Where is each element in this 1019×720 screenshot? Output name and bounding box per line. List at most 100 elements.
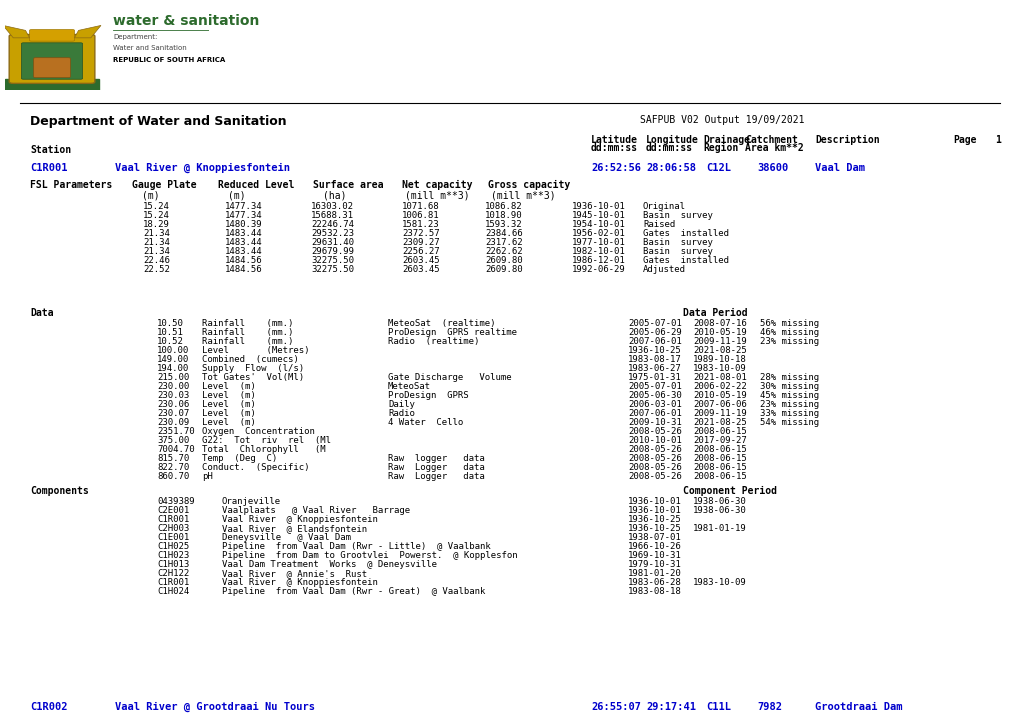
Text: G22:  Tot  riv  rel  (Ml: G22: Tot riv rel (Ml — [202, 436, 331, 445]
Text: Region: Region — [702, 143, 738, 153]
Text: 1983-10-09: 1983-10-09 — [692, 364, 746, 373]
Text: (m): (m) — [228, 191, 246, 201]
Text: Radio  (realtime): Radio (realtime) — [387, 337, 479, 346]
Text: Station: Station — [30, 145, 71, 155]
Text: 1989-10-18: 1989-10-18 — [692, 355, 746, 364]
Text: (ha): (ha) — [323, 191, 346, 201]
Text: 1983-06-27: 1983-06-27 — [628, 364, 681, 373]
Text: 1986-12-01: 1986-12-01 — [572, 256, 625, 265]
Text: 2309.27: 2309.27 — [401, 238, 439, 247]
Text: 2005-06-30: 2005-06-30 — [628, 391, 681, 400]
Text: 22.52: 22.52 — [143, 265, 170, 274]
Text: 2008-06-15: 2008-06-15 — [692, 454, 746, 463]
Text: Grootdraai Dam: Grootdraai Dam — [814, 702, 902, 712]
Text: 1983-10-09: 1983-10-09 — [692, 578, 746, 587]
Text: Vaal River  @ Annie's  Rust: Vaal River @ Annie's Rust — [222, 569, 367, 578]
Text: Level  (m): Level (m) — [202, 400, 256, 409]
Text: 7004.70: 7004.70 — [157, 445, 195, 454]
Text: 2017-09-27: 2017-09-27 — [692, 436, 746, 445]
Text: Vaal River  @ Knoppiesfontein: Vaal River @ Knoppiesfontein — [222, 578, 377, 587]
Text: Department:: Department: — [113, 34, 158, 40]
FancyBboxPatch shape — [30, 30, 74, 41]
Text: Raised: Raised — [642, 220, 675, 229]
Text: 2008-05-26: 2008-05-26 — [628, 454, 681, 463]
Text: C1H024: C1H024 — [157, 587, 190, 596]
Text: Level       (Metres): Level (Metres) — [202, 346, 309, 355]
Text: water & sanitation: water & sanitation — [113, 14, 260, 28]
Text: 29532.23: 29532.23 — [311, 229, 354, 238]
Text: MeteoSat: MeteoSat — [387, 382, 431, 391]
Text: 26:52:56: 26:52:56 — [590, 163, 640, 173]
Text: 1945-10-01: 1945-10-01 — [572, 211, 625, 220]
Text: REPUBLIC OF SOUTH AFRICA: REPUBLIC OF SOUTH AFRICA — [113, 57, 225, 63]
Text: 2009-11-19: 2009-11-19 — [692, 409, 746, 418]
Text: Gauge Plate: Gauge Plate — [131, 180, 197, 190]
Text: 149.00: 149.00 — [157, 355, 190, 364]
Text: Basin  survey: Basin survey — [642, 211, 712, 220]
Text: 28:06:58: 28:06:58 — [645, 163, 695, 173]
Text: 1483.44: 1483.44 — [225, 238, 262, 247]
Text: Original: Original — [642, 202, 686, 211]
Text: 1982-10-01: 1982-10-01 — [572, 247, 625, 256]
Text: Area km**2: Area km**2 — [744, 143, 803, 153]
Text: 2005-07-01: 2005-07-01 — [628, 319, 681, 328]
Text: 2372.57: 2372.57 — [401, 229, 439, 238]
Text: 2006-02-22: 2006-02-22 — [692, 382, 746, 391]
Text: Radio: Radio — [387, 409, 415, 418]
Text: 0439389: 0439389 — [157, 497, 195, 506]
Text: C1H025: C1H025 — [157, 542, 190, 551]
Text: 7982: 7982 — [756, 702, 782, 712]
Text: 1983-06-28: 1983-06-28 — [628, 578, 681, 587]
Text: 2008-05-26: 2008-05-26 — [628, 472, 681, 481]
Text: 32275.50: 32275.50 — [311, 265, 354, 274]
Text: 2008-06-15: 2008-06-15 — [692, 463, 746, 472]
Text: 1483.44: 1483.44 — [225, 229, 262, 238]
Text: 1006.81: 1006.81 — [401, 211, 439, 220]
Text: 230.07: 230.07 — [157, 409, 190, 418]
Text: Raw  Logger   data: Raw Logger data — [387, 463, 484, 472]
Text: 1983-08-17: 1983-08-17 — [628, 355, 681, 364]
Text: 1484.56: 1484.56 — [225, 256, 262, 265]
Text: 230.00: 230.00 — [157, 382, 190, 391]
Text: 1593.32: 1593.32 — [484, 220, 522, 229]
Text: Vaal Dam: Vaal Dam — [814, 163, 864, 173]
Text: Vaal Dam Treatment  Works  @ Deneysville: Vaal Dam Treatment Works @ Deneysville — [222, 560, 436, 569]
Text: 1936-10-25: 1936-10-25 — [628, 515, 681, 524]
Text: Data Period: Data Period — [683, 308, 747, 318]
Text: 2009-10-31: 2009-10-31 — [628, 418, 681, 427]
Text: dd:mm:ss: dd:mm:ss — [590, 143, 637, 153]
Bar — [5, 79, 99, 90]
Text: Total  Chlorophyll   (M: Total Chlorophyll (M — [202, 445, 325, 454]
Text: Level  (m): Level (m) — [202, 409, 256, 418]
Text: 38600: 38600 — [756, 163, 788, 173]
Text: 1992-06-29: 1992-06-29 — [572, 265, 625, 274]
Text: Longitude: Longitude — [645, 135, 698, 145]
Text: 1981-01-19: 1981-01-19 — [692, 524, 746, 533]
Text: 2008-06-15: 2008-06-15 — [692, 445, 746, 454]
Text: 33% missing: 33% missing — [759, 409, 818, 418]
Text: 32275.50: 32275.50 — [311, 256, 354, 265]
Text: Pipeline  from Dam to Grootvlei  Powerst.  @ Kopplesfon: Pipeline from Dam to Grootvlei Powerst. … — [222, 551, 517, 560]
Text: 2609.80: 2609.80 — [484, 256, 522, 265]
Text: 2007-06-06: 2007-06-06 — [692, 400, 746, 409]
Text: 2010-05-19: 2010-05-19 — [692, 391, 746, 400]
Text: 2008-07-16: 2008-07-16 — [692, 319, 746, 328]
Text: 2351.70: 2351.70 — [157, 427, 195, 436]
Text: Oxygen  Concentration: Oxygen Concentration — [202, 427, 315, 436]
Text: 2008-05-26: 2008-05-26 — [628, 463, 681, 472]
Text: 1936-10-01: 1936-10-01 — [628, 497, 681, 506]
Text: 2009-11-19: 2009-11-19 — [692, 337, 746, 346]
Text: Level  (m): Level (m) — [202, 391, 256, 400]
Text: 30% missing: 30% missing — [759, 382, 818, 391]
Text: 2603.45: 2603.45 — [401, 265, 439, 274]
Text: 1936-10-01: 1936-10-01 — [572, 202, 625, 211]
Text: Temp  (Deg  C): Temp (Deg C) — [202, 454, 277, 463]
Text: 2008-05-26: 2008-05-26 — [628, 427, 681, 436]
Text: 29679.99: 29679.99 — [311, 247, 354, 256]
Text: 45% missing: 45% missing — [759, 391, 818, 400]
Text: 1983-08-18: 1983-08-18 — [628, 587, 681, 596]
Text: Vaalplaats   @ Vaal River   Barrage: Vaalplaats @ Vaal River Barrage — [222, 506, 410, 515]
Text: Vaal River @ Grootdraai Nu Tours: Vaal River @ Grootdraai Nu Tours — [115, 702, 315, 712]
Text: 1086.82: 1086.82 — [484, 202, 522, 211]
Text: 1: 1 — [994, 135, 1000, 145]
